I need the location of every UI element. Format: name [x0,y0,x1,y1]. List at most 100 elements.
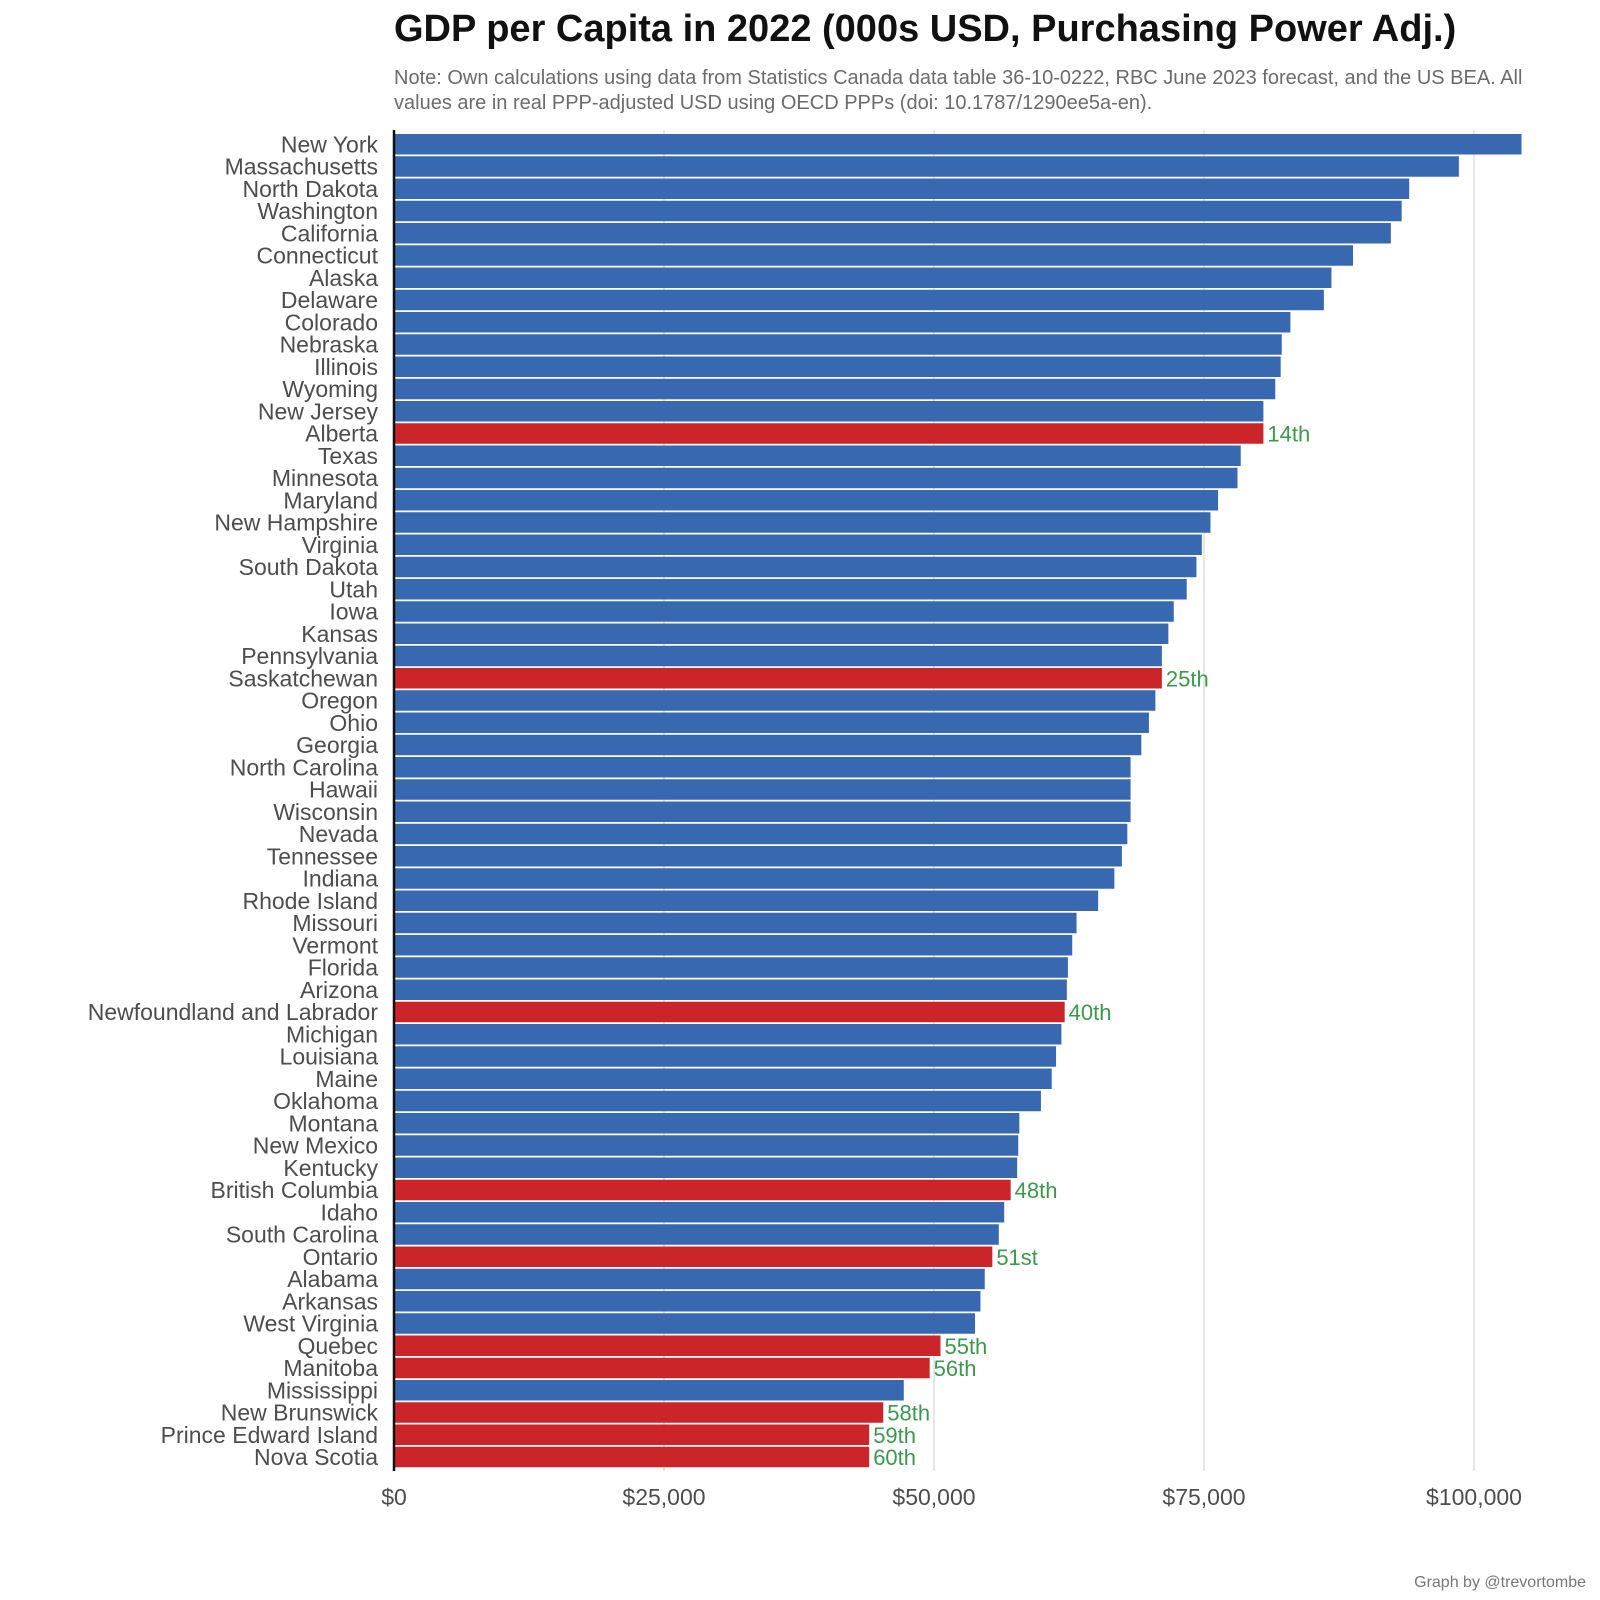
category-label: Nebraska [280,332,379,358]
category-label: Arizona [300,977,378,1003]
category-label: California [281,220,378,246]
category-label: Delaware [281,287,378,313]
category-label: New Brunswick [221,1400,379,1426]
rank-label: 56th [934,1356,977,1381]
bar-alabama [394,1268,985,1290]
bar-connecticut [394,245,1354,266]
x-tick-label: $25,000 [622,1484,705,1510]
bar-delaware [394,289,1324,311]
category-label: New Hampshire [214,510,378,536]
bar-new-brunswick [394,1402,884,1423]
category-label: North Carolina [230,754,378,780]
x-tick-labels: $0 $25,000 $50,000 $75,000 $100,000 [381,1484,1522,1510]
bar-georgia [394,734,1142,756]
category-label: New Jersey [258,398,379,424]
x-tick-label: $0 [381,1484,407,1510]
bar-rhode-island [394,890,1099,911]
category-label: Connecticut [257,243,379,269]
bar-north-dakota [394,178,1410,199]
bar-colorado [394,312,1291,333]
category-label: Arkansas [282,1288,378,1314]
bar-west-virginia [394,1313,976,1334]
bar-south-carolina [394,1224,999,1245]
category-label: Ohio [329,710,378,736]
category-label: Texas [318,443,378,469]
bar-louisiana [394,1046,1057,1067]
bar-pennsylvania [394,645,1162,667]
category-label: Indiana [303,866,379,892]
category-label: Manitoba [283,1355,378,1381]
category-label: Wyoming [282,376,378,402]
bar-kentucky [394,1157,1018,1178]
bars [394,134,1522,1468]
bar-prince-edward-island [394,1424,870,1445]
bar-nevada [394,823,1128,845]
category-label: Pennsylvania [241,643,378,669]
category-label: Washington [257,198,378,224]
bar-kansas [394,623,1169,644]
bar-quebec [394,1335,941,1356]
category-label: Rhode Island [242,888,378,914]
x-tick-label: $100,000 [1426,1484,1522,1510]
bar-iowa [394,601,1174,622]
category-label: Nevada [299,821,378,847]
chart-title: GDP per Capita in 2022 (000s USD, Purcha… [394,8,1457,50]
rank-label: 55th [944,1334,987,1359]
bar-british-columbia [394,1179,1011,1201]
bar-indiana [394,868,1115,889]
rank-label: 60th [873,1445,916,1470]
category-label: Georgia [296,732,378,758]
category-label: Florida [308,955,379,981]
category-label: Oregon [301,688,378,714]
category-label: Idaho [320,1199,378,1225]
rank-label: 40th [1069,1000,1112,1025]
rank-label: 59th [873,1423,916,1448]
category-label: West Virginia [243,1311,378,1337]
bar-new-jersey [394,401,1264,422]
bar-montana [394,1113,1020,1134]
bar-newfoundland-and-labrador [394,1001,1065,1023]
bar-alberta [394,423,1264,444]
bar-ontario [394,1246,993,1267]
bar-saskatchewan [394,668,1162,689]
category-label: Minnesota [272,465,378,491]
chart-subtitle: Note: Own calculations using data from S… [394,67,1523,114]
bar-mississippi [394,1380,904,1401]
bar-alaska [394,267,1332,288]
bar-washington [394,200,1402,222]
rank-label: 51st [996,1245,1038,1270]
bar-utah [394,579,1187,600]
bar-vermont [394,935,1073,956]
bar-michigan [394,1024,1062,1045]
bar-wyoming [394,378,1276,400]
category-label: Alberta [305,421,378,447]
category-label: Virginia [302,532,378,558]
category-label: Colorado [285,309,378,335]
bar-ohio [394,712,1149,733]
category-label: Alaska [309,265,378,291]
bar-nova-scotia [394,1446,870,1468]
bar-south-dakota [394,556,1197,578]
category-label: British Columbia [211,1177,379,1203]
category-label: Quebec [297,1333,378,1359]
category-label: Mississippi [267,1377,378,1403]
x-tick-label: $50,000 [892,1484,975,1510]
category-label: Utah [329,576,378,602]
bar-maine [394,1068,1052,1089]
bar-massachusetts [394,156,1459,177]
rank-label: 25th [1166,666,1209,691]
category-label: Missouri [292,910,378,936]
category-label: Wisconsin [273,799,378,825]
category-label: Maine [315,1066,378,1092]
bar-california [394,223,1391,244]
category-label: Tennessee [267,843,378,869]
graph-credit: Graph by @trevortombe [1414,1574,1586,1591]
category-label: Alabama [287,1266,378,1292]
bar-hawaii [394,779,1131,800]
bar-new-hampshire [394,512,1211,533]
category-label: Prince Edward Island [161,1422,378,1448]
bar-texas [394,445,1241,466]
